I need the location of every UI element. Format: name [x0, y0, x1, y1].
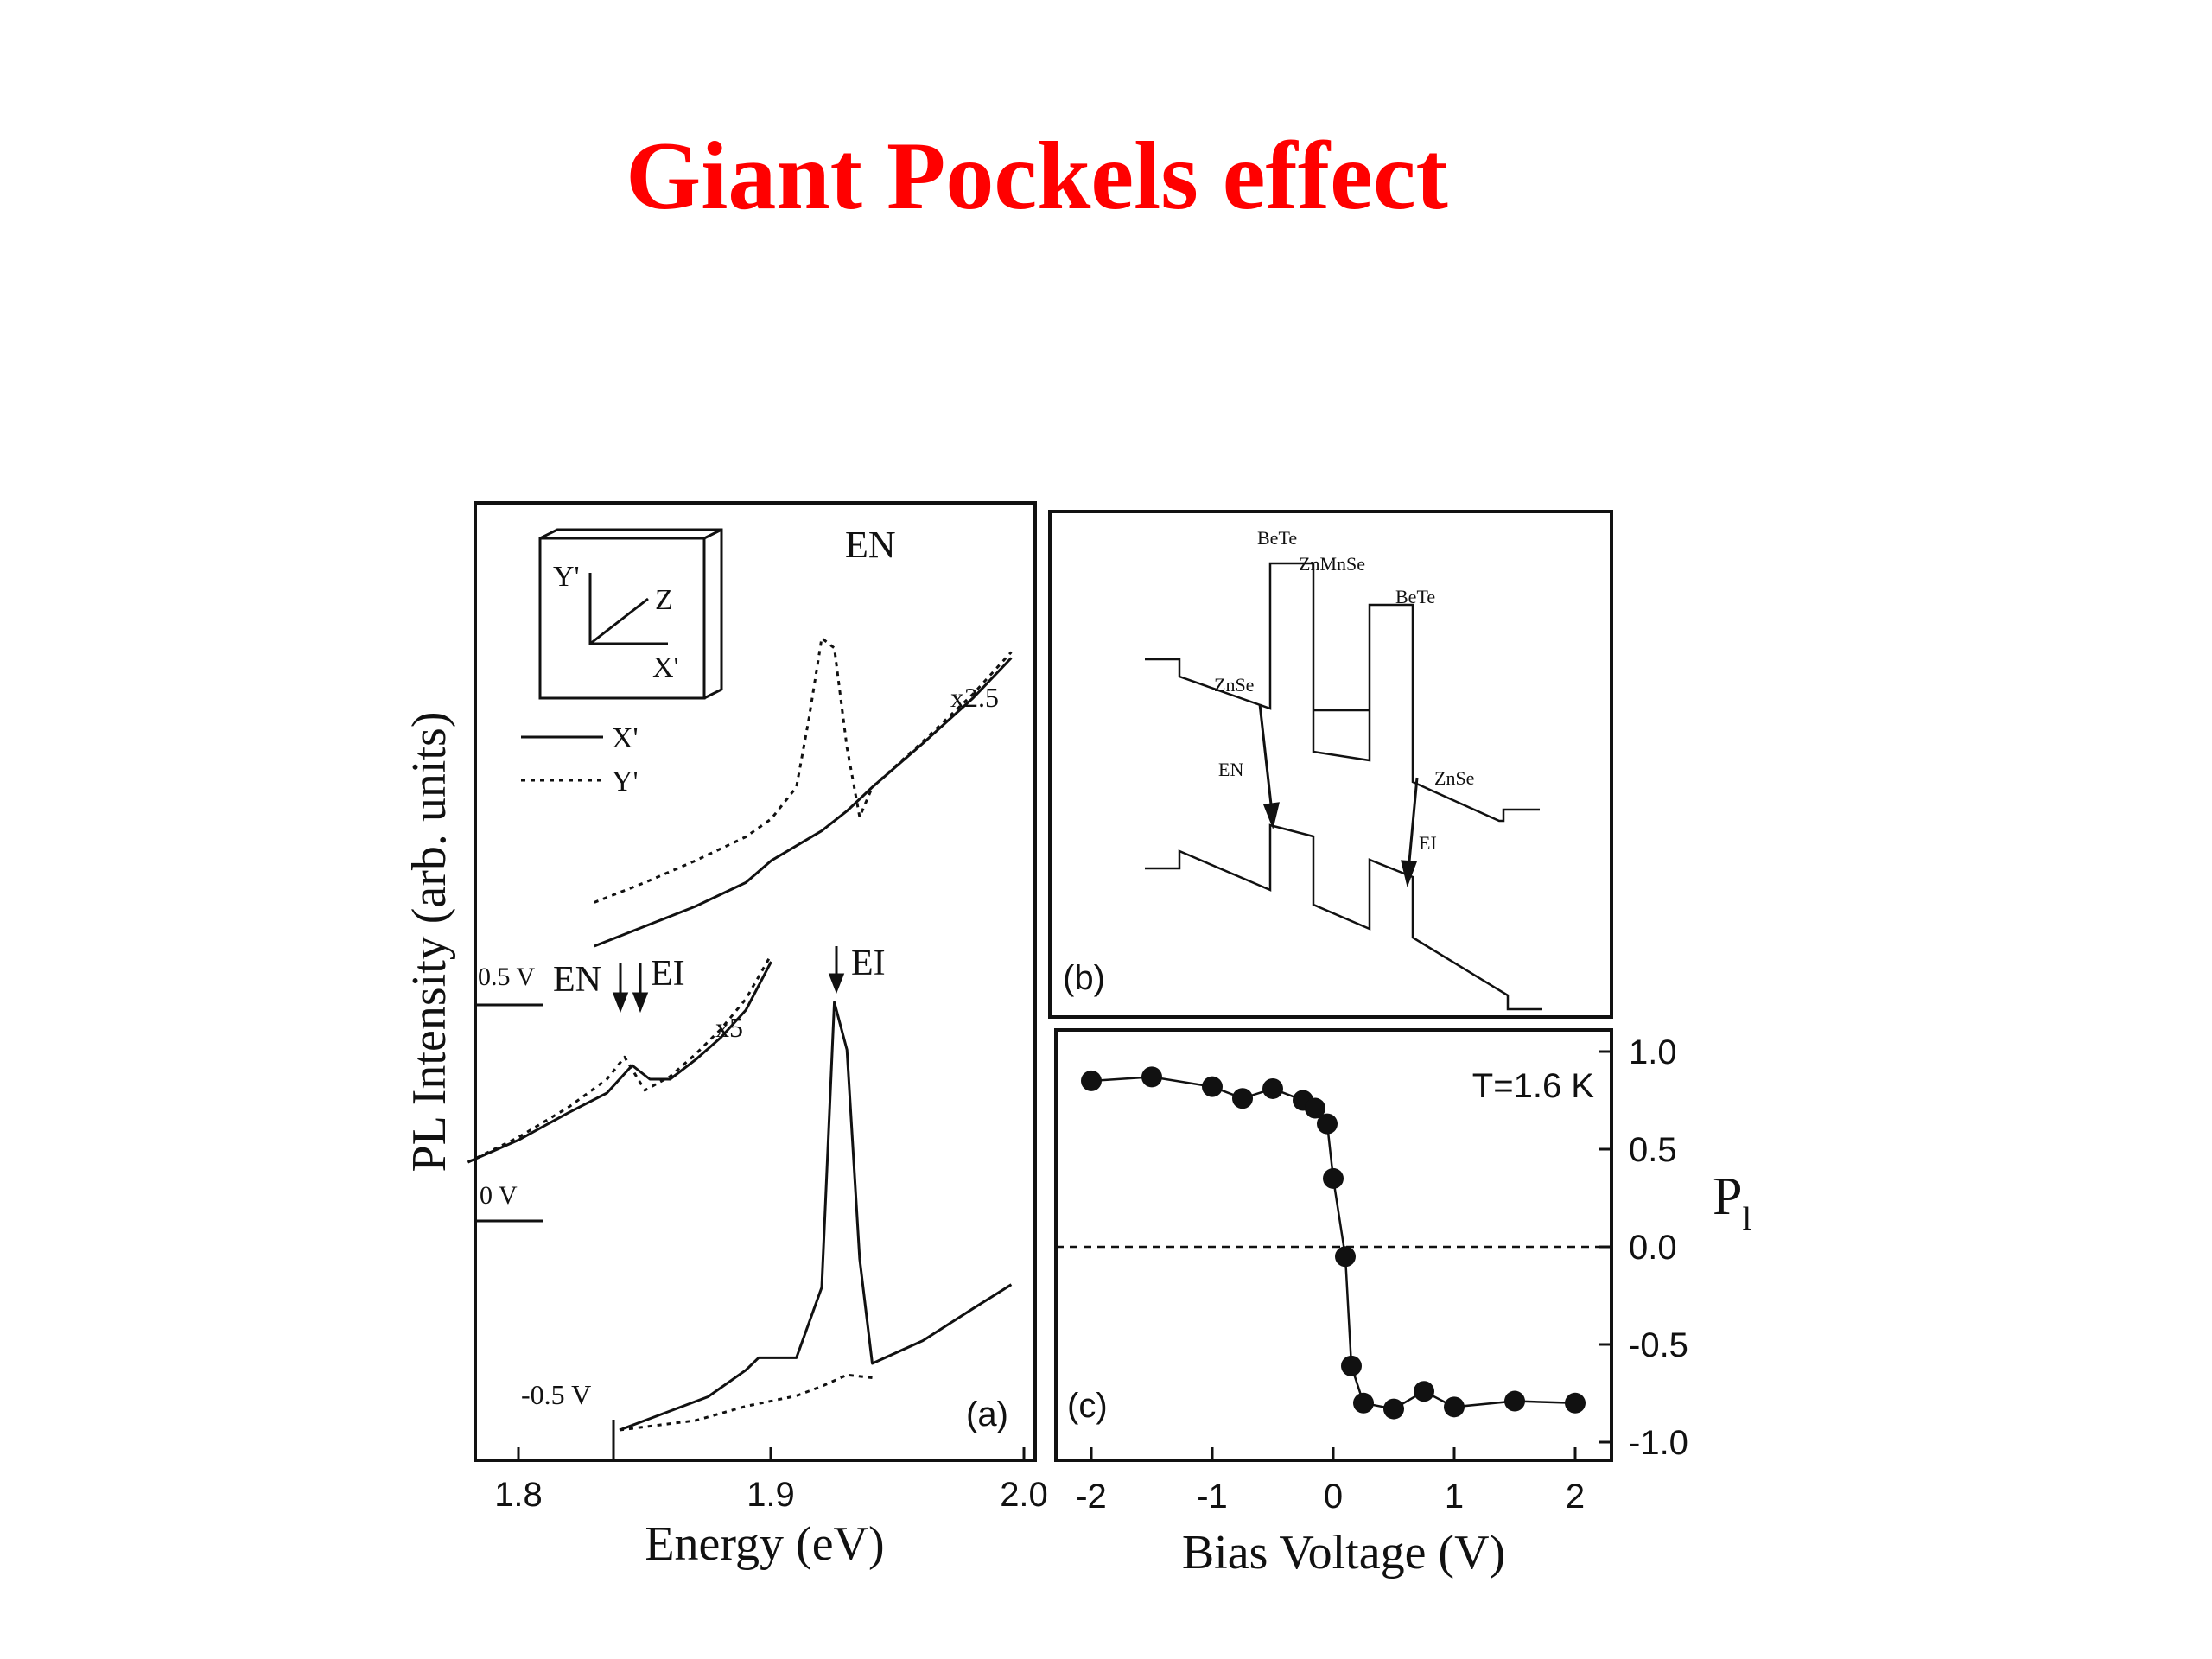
data-point [1353, 1392, 1374, 1414]
data-point [1232, 1088, 1253, 1109]
x-ticks-a [517, 1447, 1026, 1460]
panel-a: Y' Z X' X' Y' EN x2.5 0.5 V EN EI x5 0 V… [403, 501, 1048, 1571]
x-tick-label-c: 1 [1445, 1478, 1464, 1516]
data-point [1081, 1070, 1102, 1091]
label-bete-left: BeTe [1257, 527, 1297, 549]
peak-label-en-top: EN [845, 524, 896, 566]
x-axis-label-c: Bias Voltage (V) [1182, 1526, 1505, 1580]
data-point [1141, 1066, 1162, 1088]
peak-label-ei-0v: EI [651, 954, 685, 994]
y-tick-label-c: 0.0 [1629, 1229, 1677, 1267]
panel-label-c: (c) [1067, 1387, 1108, 1425]
spectrum-0V-x [467, 961, 772, 1164]
y-axis-label-a: PL Intensity (arb. units) [403, 712, 456, 1173]
spectrum-05V-x [619, 1001, 1013, 1432]
panel-label-b: (b) [1063, 959, 1105, 997]
legend-label-y: Y' [612, 766, 639, 798]
label-en-transition: EN [1218, 759, 1243, 780]
spectrum-0V-y [467, 954, 772, 1164]
inset-label-z: Z [655, 584, 673, 616]
panel-a-frame [474, 501, 1037, 1462]
label-znse-left: ZnSe [1214, 674, 1254, 696]
y-axis-label-c: Pl [1713, 1167, 1751, 1237]
data-point [1262, 1077, 1283, 1099]
label-znse-right: ZnSe [1434, 767, 1474, 789]
data-point [1202, 1076, 1223, 1097]
spectrum-05V-x [594, 657, 1013, 948]
x-tick-label-c: 0 [1324, 1478, 1343, 1516]
slide-title: Giant Pockels effect [626, 123, 1448, 230]
scale-label-x5: x5 [715, 1012, 743, 1043]
data-point [1317, 1113, 1338, 1135]
panel-b: BeTe ZnMnSe BeTe ZnSe EN ZnSe EI (b) [1048, 510, 1613, 1019]
peak-arrows-0v [612, 963, 649, 1014]
spectra-traces [467, 637, 1013, 1432]
inset-label-y: Y' [553, 561, 580, 593]
bias-label-minus-0-5v: -0.5 V [521, 1379, 591, 1410]
y-tick-label-c: -0.5 [1629, 1326, 1688, 1364]
legend-label-x: X' [612, 722, 639, 754]
band-diagram [1145, 562, 1542, 1011]
panel-b-frame [1048, 510, 1613, 1019]
x-tick-label-1-8: 1.8 [494, 1476, 543, 1514]
data-point [1341, 1355, 1362, 1376]
temperature-annotation: T=1.6 K [1472, 1067, 1595, 1105]
axis-orientation-inset [538, 528, 723, 700]
spectrum-05V-y [619, 1373, 873, 1432]
peak-label-ei: EI [851, 944, 886, 983]
y-tick-label-c: 1.0 [1629, 1033, 1677, 1071]
polarization-scatter: -2 -1 0 1 2 1.0 0.5 0.0 -0.5 -1.0 [1056, 1033, 1688, 1516]
data-point [1504, 1390, 1525, 1412]
peak-arrow-ei [828, 946, 845, 995]
x-tick-label-c: -1 [1197, 1478, 1228, 1516]
x-tick-label-1-9: 1.9 [747, 1476, 795, 1514]
scale-label-x2-5: x2.5 [950, 682, 999, 713]
label-ei-transition: EI [1419, 832, 1437, 854]
data-point [1565, 1392, 1586, 1414]
inset-label-x: X' [652, 652, 679, 683]
y-tick-label-c: -1.0 [1629, 1424, 1688, 1462]
data-point [1323, 1167, 1344, 1189]
panel-c: -2 -1 0 1 2 1.0 0.5 0.0 -0.5 -1.0 T=1.6 K (c) Bia… [1054, 1028, 1751, 1580]
label-znmnse: ZnMnSe [1299, 553, 1365, 575]
x-tick-label-c: -2 [1076, 1478, 1107, 1516]
panel-label-a: (a) [966, 1395, 1008, 1433]
data-point [1414, 1381, 1434, 1402]
data-point [1383, 1398, 1404, 1420]
bias-label-0v: 0 V [480, 1181, 518, 1210]
data-point [1305, 1097, 1325, 1119]
x-tick-label-2-0: 2.0 [1000, 1476, 1048, 1514]
data-point [1335, 1246, 1356, 1268]
label-bete-right: BeTe [1395, 586, 1435, 607]
transition-arrows [1258, 703, 1419, 888]
legend: X' Y' [521, 722, 639, 798]
data-point [1444, 1396, 1465, 1418]
peak-label-en-0v: EN [553, 960, 601, 1000]
x-axis-label-a: Energy (eV) [645, 1517, 884, 1571]
y-tick-label-c: 0.5 [1629, 1131, 1677, 1169]
x-tick-label-c: 2 [1566, 1478, 1585, 1516]
bias-label-0-5v: 0.5 V [478, 963, 535, 991]
